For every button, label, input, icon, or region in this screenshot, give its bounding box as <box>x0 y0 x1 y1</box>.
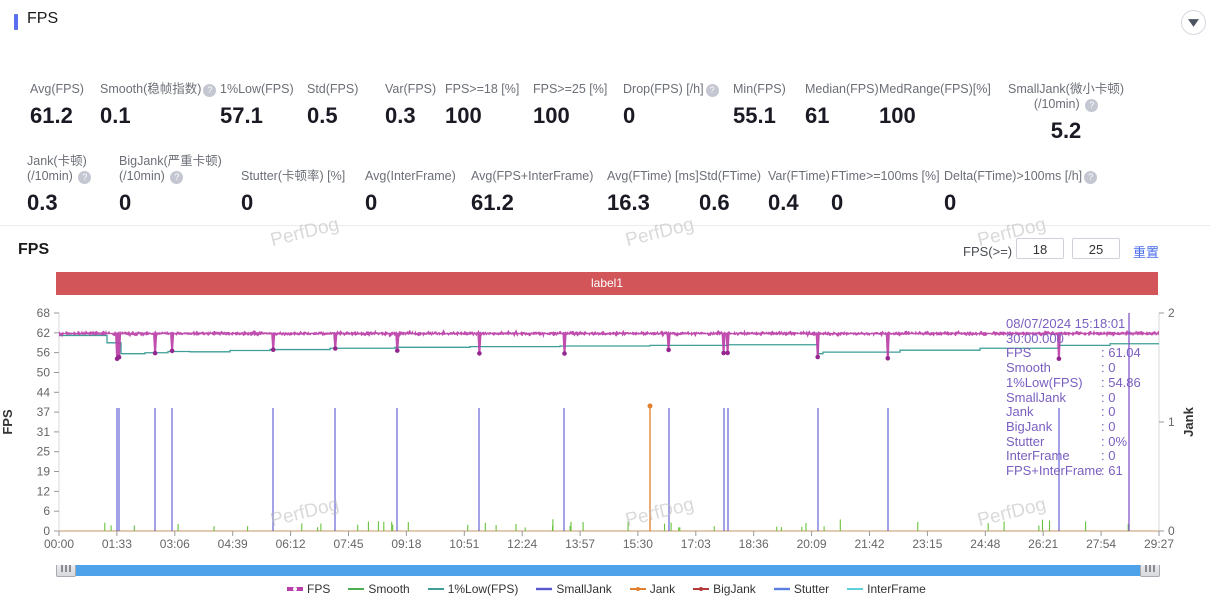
svg-text:2: 2 <box>1168 306 1175 320</box>
svg-text:12: 12 <box>37 484 51 498</box>
svg-text:00:00: 00:00 <box>44 537 74 551</box>
svg-text:68: 68 <box>37 306 51 320</box>
svg-text:62: 62 <box>37 326 51 340</box>
svg-text:19: 19 <box>37 465 51 479</box>
svg-text:56: 56 <box>37 346 51 360</box>
svg-text:Jank: Jank <box>1181 406 1196 436</box>
svg-text:26:21: 26:21 <box>1028 537 1058 551</box>
svg-text:29:27: 29:27 <box>1144 537 1174 551</box>
svg-text:1: 1 <box>1168 415 1175 429</box>
svg-text:17:03: 17:03 <box>681 537 711 551</box>
svg-text:15:30: 15:30 <box>623 537 653 551</box>
svg-text:24:48: 24:48 <box>970 537 1000 551</box>
svg-text:44: 44 <box>37 385 51 399</box>
svg-text:18:36: 18:36 <box>739 537 769 551</box>
svg-text:13:57: 13:57 <box>565 537 595 551</box>
svg-text:06:12: 06:12 <box>276 537 306 551</box>
svg-text:03:06: 03:06 <box>160 537 190 551</box>
svg-text:25: 25 <box>37 445 51 459</box>
svg-text:50: 50 <box>37 366 51 380</box>
svg-text:04:39: 04:39 <box>218 537 248 551</box>
svg-text:20:09: 20:09 <box>797 537 827 551</box>
svg-text:27:54: 27:54 <box>1086 537 1116 551</box>
svg-text:12:24: 12:24 <box>507 537 537 551</box>
svg-text:0: 0 <box>43 524 50 538</box>
svg-text:37: 37 <box>37 405 51 419</box>
svg-text:31: 31 <box>37 425 51 439</box>
svg-text:01:33: 01:33 <box>102 537 132 551</box>
svg-text:07:45: 07:45 <box>333 537 363 551</box>
svg-text:0: 0 <box>1168 524 1175 538</box>
svg-text:6: 6 <box>43 504 50 518</box>
svg-text:23:15: 23:15 <box>912 537 942 551</box>
svg-text:10:51: 10:51 <box>449 537 479 551</box>
svg-text:21:42: 21:42 <box>854 537 884 551</box>
svg-text:09:18: 09:18 <box>391 537 421 551</box>
svg-text:FPS: FPS <box>0 409 15 435</box>
